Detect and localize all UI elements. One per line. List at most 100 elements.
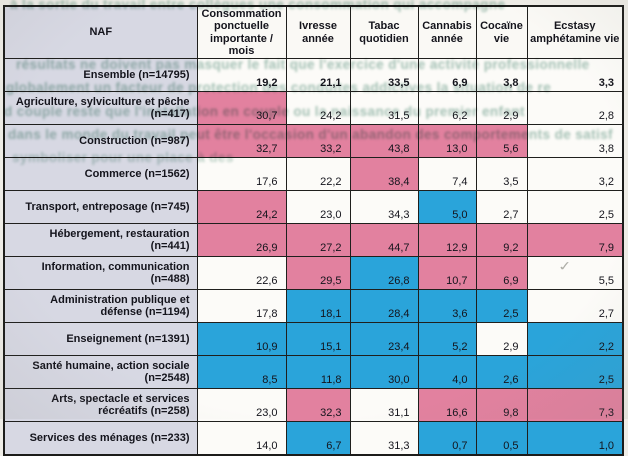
data-cell: 24,2: [285, 91, 351, 126]
data-cell: 5,2: [417, 322, 477, 357]
data-cell: 33,5: [349, 58, 419, 93]
data-cell: 17,8: [196, 289, 287, 324]
row-label: Commerce (n=1562): [3, 157, 198, 192]
data-cell: 12,9: [417, 223, 477, 258]
data-cell: 2,8: [526, 91, 624, 126]
data-cell: 8,5: [196, 355, 287, 390]
data-cell: 22,6: [196, 256, 287, 291]
column-header-ecstasy: Ecstasy amphétamine vie: [526, 5, 624, 60]
data-cell: 31,3: [349, 421, 419, 456]
row-label: Information, communication (n=488): [3, 256, 198, 291]
table-row-administration: Administration publique et défense (n=11…: [3, 289, 624, 324]
data-cell: 38,4: [349, 157, 419, 192]
data-cell: 5,6: [475, 124, 528, 159]
table-row-enseignement: Enseignement (n=1391) 10,9 15,1 23,4 5,2…: [3, 322, 624, 357]
data-cell: 3,3: [526, 58, 624, 93]
data-cell: 22,2: [285, 157, 351, 192]
table-row-hebergement: Hébergement, restauration (n=441) 26,9 2…: [3, 223, 624, 258]
data-cell: 6,9: [475, 256, 528, 291]
table-row-commerce: Commerce (n=1562) 17,6 22,2 38,4 7,4 3,5…: [3, 157, 624, 192]
data-cell: 7,9: [526, 223, 624, 258]
data-cell: 3,5: [475, 157, 528, 192]
table-row-information: Information, communication (n=488) 22,6 …: [3, 256, 624, 291]
data-cell: 30,0: [349, 355, 419, 390]
data-cell: 7,4: [417, 157, 477, 192]
data-cell: 29,5: [285, 256, 351, 291]
column-header-naf: NAF: [3, 5, 198, 60]
data-cell: 2,9: [475, 91, 528, 126]
data-cell: 14,0: [196, 421, 287, 456]
table-row-ensemble: Ensemble (n=14795) 19,2 21,1 33,5 6,9 3,…: [3, 58, 624, 93]
data-cell: 27,2: [285, 223, 351, 258]
column-header-tabac: Tabac quotidien: [349, 5, 419, 60]
data-cell: 6,2: [417, 91, 477, 126]
header-row: NAF Consommation ponctuelle importante /…: [3, 5, 624, 60]
data-cell: 0,7: [417, 421, 477, 456]
data-cell: 23,4: [349, 322, 419, 357]
data-cell-value: 5,5: [598, 274, 614, 287]
column-header-cannabis: Cannabis année: [417, 5, 477, 60]
data-cell: 10,9: [196, 322, 287, 357]
data-cell: 11,8: [285, 355, 351, 390]
data-cell: 5,0: [417, 190, 477, 225]
data-cell: 32,7: [196, 124, 287, 159]
data-cell: 9,8: [475, 388, 528, 423]
data-cell: 3,8: [526, 124, 624, 159]
data-cell: 43,8: [349, 124, 419, 159]
data-cell: 7,3: [526, 388, 624, 423]
row-label: Enseignement (n=1391): [3, 322, 198, 357]
row-label: Agriculture, sylviculture et pêche (n=41…: [3, 91, 198, 126]
data-cell: 10,7: [417, 256, 477, 291]
data-cell: 30,7: [196, 91, 287, 126]
data-cell: 23,0: [196, 388, 287, 423]
data-cell: 2,5: [526, 190, 624, 225]
data-cell: 2,7: [475, 190, 528, 225]
row-label: Hébergement, restauration (n=441): [3, 223, 198, 258]
row-label: Ensemble (n=14795): [3, 58, 198, 93]
data-cell: 31,5: [349, 91, 419, 126]
row-label: Transport, entreposage (n=745): [3, 190, 198, 225]
table-row-transport: Transport, entreposage (n=745) 24,2 23,0…: [3, 190, 624, 225]
data-cell: 17,6: [196, 157, 287, 192]
row-label: Santé humaine, action sociale (n=2548): [3, 355, 198, 390]
data-cell: 31,1: [349, 388, 419, 423]
naf-substance-use-table: NAF Consommation ponctuelle importante /…: [3, 5, 624, 456]
data-cell: 32,3: [285, 388, 351, 423]
data-cell: 16,6: [417, 388, 477, 423]
data-cell: 3,6: [417, 289, 477, 324]
data-cell: 2,5: [475, 289, 528, 324]
data-cell: 4,0: [417, 355, 477, 390]
pen-checkmark-icon: ✓: [556, 258, 573, 275]
data-cell: ✓ 5,5: [526, 256, 624, 291]
data-cell: 34,3: [349, 190, 419, 225]
data-cell: 33,2: [285, 124, 351, 159]
data-cell: 2,7: [526, 289, 624, 324]
data-cell: 2,9: [475, 322, 528, 357]
data-cell: 2,2: [526, 322, 624, 357]
table-row-services-menages: Services des ménages (n=233) 14,0 6,7 31…: [3, 421, 624, 456]
data-cell: 0,5: [475, 421, 528, 456]
data-cell: 15,1: [285, 322, 351, 357]
data-cell: 2,5: [526, 355, 624, 390]
data-table: NAF Consommation ponctuelle importante /…: [3, 5, 624, 456]
data-cell: 18,1: [285, 289, 351, 324]
data-cell: 19,2: [196, 58, 287, 93]
row-label: Services des ménages (n=233): [3, 421, 198, 456]
row-label: Construction (n=987): [3, 124, 198, 159]
row-label: Arts, spectacle et services récréatifs (…: [3, 388, 198, 423]
data-cell: 26,8: [349, 256, 419, 291]
data-cell: 1,0: [526, 421, 624, 456]
row-label: Administration publique et défense (n=11…: [3, 289, 198, 324]
column-header-cocaine: Cocaïne vie: [475, 5, 528, 60]
data-cell: 23,0: [285, 190, 351, 225]
table-row-sante: Santé humaine, action sociale (n=2548) 8…: [3, 355, 624, 390]
data-cell: 13,0: [417, 124, 477, 159]
data-cell: 21,1: [285, 58, 351, 93]
column-header-ivresse: Ivresse année: [285, 5, 351, 60]
data-cell: 44,7: [349, 223, 419, 258]
data-cell: 26,9: [196, 223, 287, 258]
data-cell: 6,9: [417, 58, 477, 93]
data-cell: 3,2: [526, 157, 624, 192]
table-row-agriculture: Agriculture, sylviculture et pêche (n=41…: [3, 91, 624, 126]
data-cell: 2,6: [475, 355, 528, 390]
